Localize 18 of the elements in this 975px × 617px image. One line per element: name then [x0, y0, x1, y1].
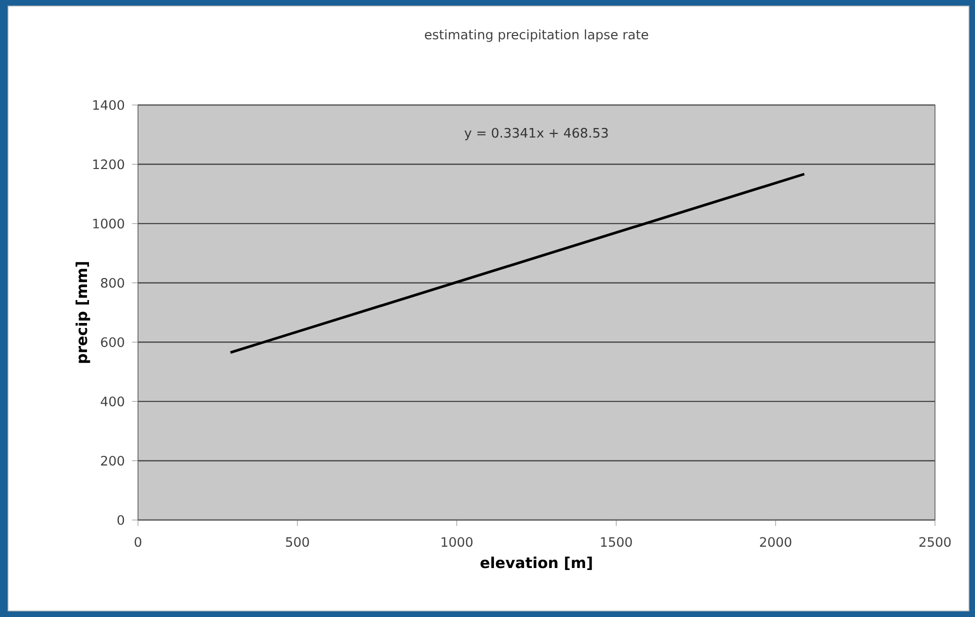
x-tick-label: 1500	[601, 537, 632, 547]
y-tick-label: 1000	[93, 218, 124, 228]
x-tick-label: 2500	[919, 537, 951, 547]
y-axis-title: precip [mm]	[76, 262, 90, 363]
x-tick-label: 0	[134, 537, 142, 547]
y-tick-label: 600	[101, 337, 124, 348]
y-tick-label: 200	[101, 456, 124, 466]
x-tick-label: 1000	[442, 537, 472, 547]
y-tick-label: 800	[101, 278, 124, 288]
annotation: y = 0.3341x + 468.53	[464, 128, 608, 140]
x-axis-title: elevation [m]	[480, 556, 592, 570]
x-tick-label: 2000	[760, 537, 792, 547]
y-tick-label: 0	[118, 515, 124, 525]
y-tick-label: 1200	[93, 159, 124, 170]
y-tick-label: 1400	[93, 100, 124, 110]
chart-title: estimating precipitation lapse rate	[424, 29, 648, 42]
y-tick-label: 400	[100, 396, 124, 406]
x-tick-label: 500	[286, 537, 309, 547]
